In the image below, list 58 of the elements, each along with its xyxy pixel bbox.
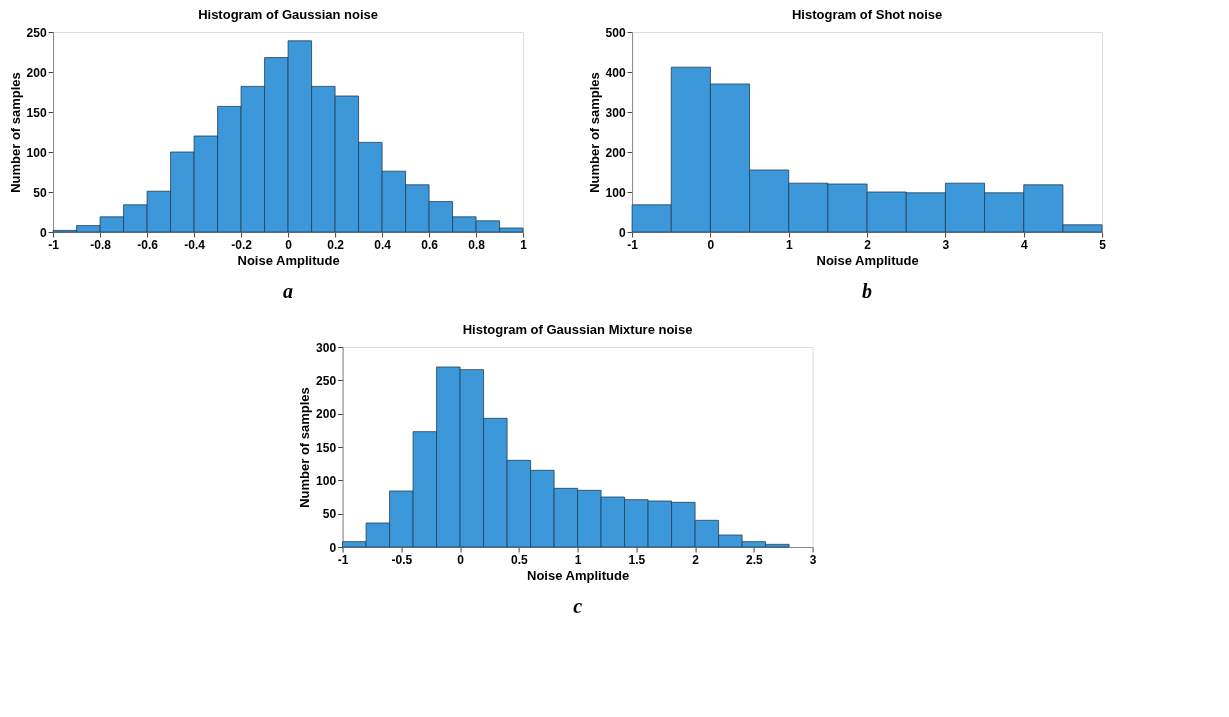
text: c <box>573 595 583 617</box>
y-tick-label: 400 <box>605 65 626 80</box>
x-tick-label: -1 <box>48 237 60 252</box>
x-tick-label: 3 <box>942 237 950 252</box>
x-tick-label: 1 <box>574 552 582 567</box>
x-tick-label: 0.2 <box>327 237 345 252</box>
y-tick-label: 200 <box>605 145 626 160</box>
x-axis-title: Noise Amplitude <box>237 252 340 268</box>
x-tick-label: 5 <box>1099 237 1107 252</box>
chart-title: Histogram of Gaussian noise <box>198 7 379 22</box>
x-tick-label: 0.4 <box>374 237 392 252</box>
x-tick-label: 1 <box>520 237 528 252</box>
x-tick-label: -0.2 <box>231 237 253 252</box>
x-tick-label: -1 <box>337 552 349 567</box>
y-tick-label: 100 <box>316 473 337 488</box>
x-tick-label: -0.4 <box>184 237 206 252</box>
x-tick-label: 2 <box>864 237 872 252</box>
x-tick-label: 1.5 <box>628 552 646 567</box>
y-tick-label: 250 <box>26 25 47 40</box>
y-tick-label: 50 <box>33 185 47 200</box>
x-tick-label: -0.5 <box>391 552 413 567</box>
x-tick-label: 2.5 <box>745 552 763 567</box>
x-tick-label: 0.6 <box>421 237 439 252</box>
y-tick-label: 500 <box>605 25 626 40</box>
x-tick-label: -0.6 <box>137 237 159 252</box>
y-tick-label: 150 <box>26 105 47 120</box>
x-tick-label: 0 <box>285 237 293 252</box>
y-tick-label: 250 <box>316 373 337 388</box>
x-tick-label: 4 <box>1020 237 1028 252</box>
x-tick-label: -0.8 <box>90 237 112 252</box>
y-tick-label: 200 <box>26 65 47 80</box>
y-axis-title: Number of samples <box>586 72 602 193</box>
y-tick-label: 0 <box>618 225 626 240</box>
x-tick-label: 0 <box>457 552 465 567</box>
x-axis-title: Noise Amplitude <box>527 567 630 583</box>
y-tick-label: 50 <box>322 507 337 522</box>
x-axis-title: Noise Amplitude <box>816 252 919 268</box>
x-tick-label: 0.5 <box>510 552 528 567</box>
x-tick-label: 2 <box>692 552 700 567</box>
y-tick-label: 0 <box>39 225 47 240</box>
y-axis-title: Number of samples <box>297 387 313 508</box>
y-tick-label: 100 <box>605 185 626 200</box>
y-tick-label: 0 <box>329 540 337 555</box>
chart-title: Histogram of Gaussian Mixture noise <box>462 322 693 337</box>
text: b <box>862 280 873 302</box>
chart-title: Histogram of Shot noise <box>791 7 943 22</box>
y-tick-label: 300 <box>605 105 626 120</box>
y-tick-label: 200 <box>316 407 337 422</box>
x-tick-label: -1 <box>627 237 639 252</box>
text: a <box>283 280 294 302</box>
y-tick-label: 300 <box>316 340 337 355</box>
y-tick-label: 150 <box>316 440 337 455</box>
x-tick-label: 0.8 <box>468 237 486 252</box>
y-axis-title: Number of samples <box>7 72 23 193</box>
x-tick-label: 0 <box>707 237 715 252</box>
x-tick-label: 1 <box>785 237 793 252</box>
y-tick-label: 100 <box>26 145 47 160</box>
x-tick-label: 3 <box>809 552 817 567</box>
